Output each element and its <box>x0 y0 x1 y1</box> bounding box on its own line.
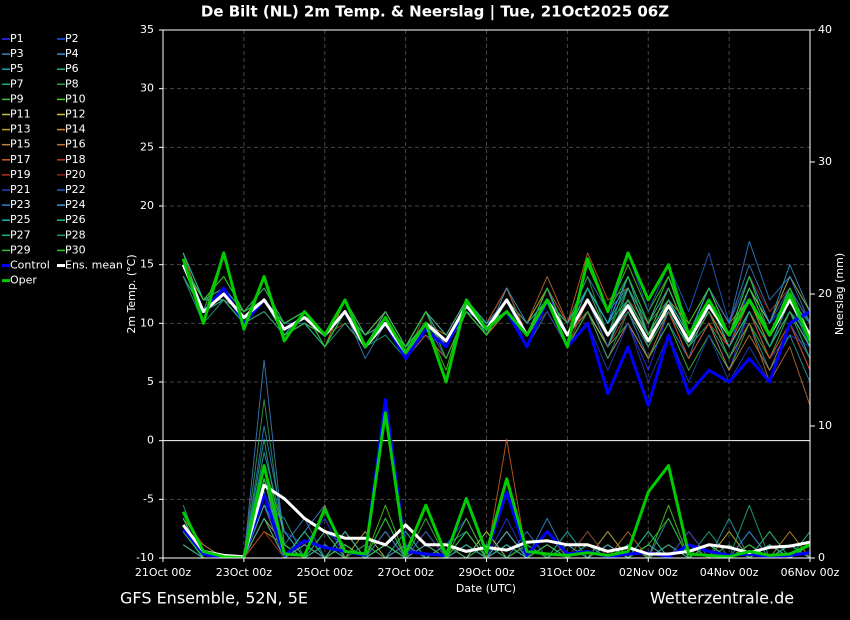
y-tick-label: 0 <box>147 434 154 447</box>
legend-label: Ens. mean <box>65 259 123 272</box>
y-tick-label: 20 <box>140 199 154 212</box>
series-line <box>182 359 810 558</box>
legend-label: P22 <box>65 183 86 196</box>
series-line <box>182 483 810 558</box>
legend-label: P1 <box>10 32 24 45</box>
y-tick-label: -5 <box>143 492 154 505</box>
series-line <box>182 478 810 558</box>
y-tick-label: 10 <box>140 316 154 329</box>
source-right: Wetterzentrale.de <box>650 589 794 608</box>
y-axis-label: 2m Temp. (°C) <box>125 254 138 333</box>
y2-tick-label: 0 <box>818 551 825 564</box>
x-axis-label: Date (UTC) <box>456 582 516 595</box>
x-tick-label: 21Oct 00z <box>135 566 192 579</box>
chart-title: De Bilt (NL) 2m Temp. & Neerslag | Tue, … <box>201 3 669 22</box>
legend-label: P6 <box>65 62 79 75</box>
legend-label: P4 <box>65 47 79 60</box>
x-tick-label: 04Nov 00z <box>700 566 759 579</box>
source-left: GFS Ensemble, 52N, 5E <box>120 589 308 608</box>
legend-label: P8 <box>65 77 79 90</box>
x-tick-label: 27Oct 00z <box>377 566 434 579</box>
legend-label: P20 <box>65 168 86 181</box>
y-tick-label: -10 <box>136 551 154 564</box>
legend-label: P5 <box>10 62 24 75</box>
legend-label: P25 <box>10 213 31 226</box>
series-line <box>181 411 810 558</box>
y2-axis-label: Neerslag (mm) <box>833 253 846 335</box>
x-tick-label: 31Oct 00z <box>539 566 596 579</box>
y-tick-label: 5 <box>147 375 154 388</box>
x-tick-label: 25Oct 00z <box>297 566 354 579</box>
x-tick-label: 02Nov 00z <box>619 566 678 579</box>
x-tick-label: 29Oct 00z <box>458 566 515 579</box>
legend-label: P30 <box>65 243 86 256</box>
legend-label: P15 <box>10 138 31 151</box>
series-line <box>182 425 810 558</box>
legend-label: P29 <box>10 243 31 256</box>
legend-label: P17 <box>10 153 31 166</box>
legend-label: P26 <box>65 213 86 226</box>
y2-tick-label: 40 <box>818 23 832 36</box>
legend-label: P12 <box>65 108 86 121</box>
legend-label: P10 <box>65 92 86 105</box>
legend-label: P9 <box>10 92 24 105</box>
legend-label: P7 <box>10 77 24 90</box>
legend: P1 P2 P3 P4 P5 P6 P7 P8 P9 P10 P11 P12 P13 P14 P15 P16 P… <box>2 32 123 287</box>
axes: -10 -5 0 5 10 15 20 25 30 35 0 10 20 30 40 21Oct 00z 23O… <box>135 23 840 579</box>
legend-label: P3 <box>10 47 24 60</box>
legend-label: P23 <box>10 198 31 211</box>
legend-label: P13 <box>10 123 31 136</box>
legend-label: Oper <box>10 274 37 287</box>
series-line <box>181 264 810 355</box>
legend-label: P19 <box>10 168 31 181</box>
legend-label: P18 <box>65 153 86 166</box>
legend-label: P11 <box>10 108 31 121</box>
legend-label: P14 <box>65 123 86 136</box>
y-tick-label: 25 <box>140 140 154 153</box>
legend-label: P2 <box>65 32 79 45</box>
legend-label: P24 <box>65 198 86 211</box>
series-line <box>181 251 810 384</box>
legend-label: P27 <box>10 228 31 241</box>
y-tick-label: 15 <box>140 258 154 271</box>
x-tick-label: 06Nov 00z <box>781 566 840 579</box>
series-line <box>182 264 810 359</box>
legend-label: P16 <box>65 138 86 151</box>
legend-label: P28 <box>65 228 86 241</box>
plot-area <box>181 240 810 558</box>
y2-tick-label: 30 <box>818 155 832 168</box>
legend-label: P21 <box>10 183 31 196</box>
legend-label: Control <box>10 259 50 272</box>
y-tick-label: 30 <box>140 82 154 95</box>
y-tick-label: 35 <box>140 23 154 36</box>
y2-tick-label: 20 <box>818 287 832 300</box>
y2-tick-label: 10 <box>818 419 832 432</box>
x-tick-label: 23Oct 00z <box>216 566 273 579</box>
